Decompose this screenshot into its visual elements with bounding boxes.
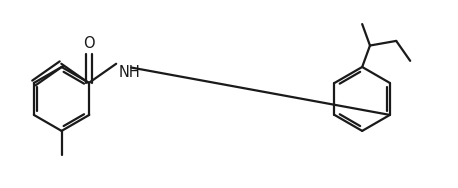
Text: NH: NH bbox=[119, 65, 140, 80]
Text: O: O bbox=[83, 36, 94, 51]
